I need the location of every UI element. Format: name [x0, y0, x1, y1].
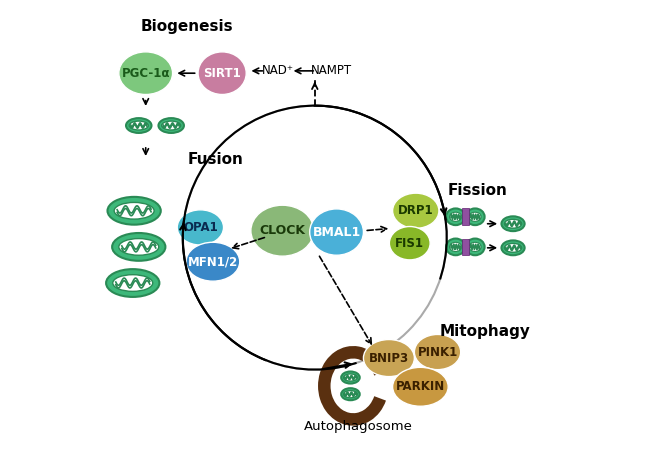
Ellipse shape [310, 209, 363, 255]
Ellipse shape [363, 340, 414, 377]
Text: BNIP3: BNIP3 [369, 351, 409, 364]
Ellipse shape [112, 233, 166, 261]
Ellipse shape [469, 212, 481, 221]
Text: CLOCK: CLOCK [260, 224, 305, 237]
Ellipse shape [119, 52, 173, 95]
Text: DRP1: DRP1 [398, 204, 434, 217]
Ellipse shape [158, 118, 184, 133]
Ellipse shape [393, 367, 448, 406]
Ellipse shape [502, 240, 524, 255]
Ellipse shape [162, 121, 181, 130]
Ellipse shape [446, 239, 465, 255]
Ellipse shape [186, 242, 240, 281]
Ellipse shape [393, 193, 439, 228]
Ellipse shape [504, 243, 522, 252]
Ellipse shape [107, 197, 161, 225]
Ellipse shape [177, 210, 224, 245]
Text: BMAL1: BMAL1 [312, 226, 361, 239]
Ellipse shape [465, 239, 485, 255]
Text: PGC-1α: PGC-1α [121, 67, 170, 80]
Text: Autophagosome: Autophagosome [303, 420, 412, 433]
Ellipse shape [449, 242, 461, 252]
Ellipse shape [341, 371, 359, 384]
Ellipse shape [129, 121, 148, 130]
Bar [462, 239, 469, 255]
Text: Fission: Fission [448, 183, 508, 198]
Ellipse shape [414, 335, 461, 370]
Text: SIRT1: SIRT1 [203, 67, 241, 80]
Ellipse shape [449, 212, 461, 221]
Text: PINK1: PINK1 [418, 346, 457, 358]
Ellipse shape [198, 52, 246, 95]
Text: PARKIN: PARKIN [396, 380, 445, 393]
Text: NAMPT: NAMPT [310, 64, 352, 77]
Ellipse shape [106, 269, 160, 297]
Text: NAD⁺: NAD⁺ [261, 64, 294, 77]
Ellipse shape [446, 208, 465, 225]
Text: OPA1: OPA1 [183, 221, 218, 234]
Text: FIS1: FIS1 [395, 237, 424, 250]
Ellipse shape [113, 274, 153, 291]
Ellipse shape [126, 118, 152, 133]
Ellipse shape [114, 202, 154, 219]
Ellipse shape [341, 388, 359, 400]
Ellipse shape [118, 239, 159, 255]
Bar [462, 208, 469, 225]
Ellipse shape [504, 219, 522, 228]
Text: MFN1/2: MFN1/2 [188, 255, 238, 268]
Text: Mitophagy: Mitophagy [440, 324, 531, 339]
Ellipse shape [465, 208, 485, 225]
Ellipse shape [502, 216, 524, 231]
Text: Biogenesis: Biogenesis [141, 20, 234, 34]
Ellipse shape [469, 242, 481, 252]
Ellipse shape [344, 374, 357, 381]
Text: Fusion: Fusion [187, 152, 243, 167]
Ellipse shape [389, 226, 430, 260]
Ellipse shape [251, 205, 314, 256]
Ellipse shape [344, 391, 357, 398]
